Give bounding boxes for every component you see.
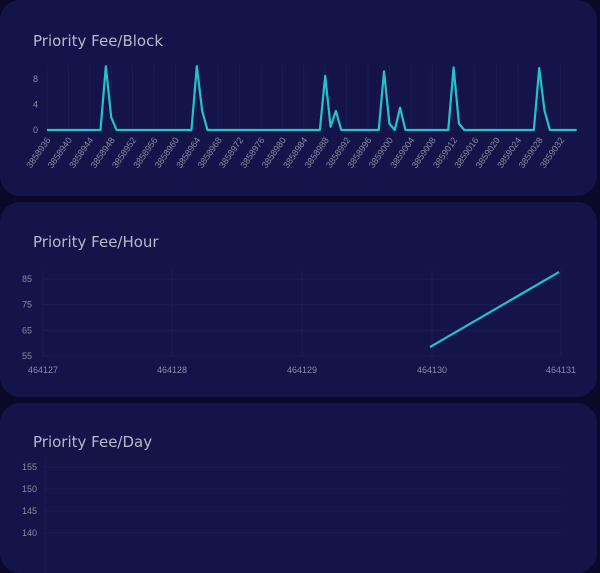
y-tick-label: 8 [33,74,38,84]
day-fee-chart: 140 145 150 155 [22,458,561,573]
hour-fee-chart: 464127 464128 464129 464130 464131 55 65 75 85 [22,270,576,375]
series-line [47,65,577,132]
y-tick-label: 155 [22,462,37,472]
y-tick-label: 140 [22,528,37,538]
y-tick-label: 150 [22,484,37,494]
y-tick-label: 145 [22,506,37,516]
y-tick-label: 85 [22,274,32,284]
series-line [429,271,560,348]
hour-chart-title: Priority Fee/Hour [33,233,159,251]
y-tick-label: 4 [33,100,38,110]
block-fee-card: Priority Fee/Block 3858936 3858940 3858944… [0,0,597,196]
x-tick-label: 464130 [417,365,447,375]
day-fee-card: Priority Fee/Day 140 145 150 155 [0,403,597,573]
x-tick-label: 464127 [28,365,58,375]
y-tick-label: 65 [22,325,32,335]
x-tick-label: 464129 [287,365,317,375]
x-tick-label: 464128 [157,365,187,375]
y-tick-label: 75 [22,300,32,310]
block-fee-chart: 3858936385894038589443858948385895238589… [24,65,577,170]
x-tick-label: 464131 [546,365,576,375]
block-chart-title: Priority Fee/Block [33,32,164,50]
hour-fee-card: Priority Fee/Hour 464127 464128 464129 4641… [0,202,597,397]
y-tick-label: 55 [22,351,32,361]
day-chart-title: Priority Fee/Day [33,433,153,451]
y-tick-label: 0 [33,125,38,135]
